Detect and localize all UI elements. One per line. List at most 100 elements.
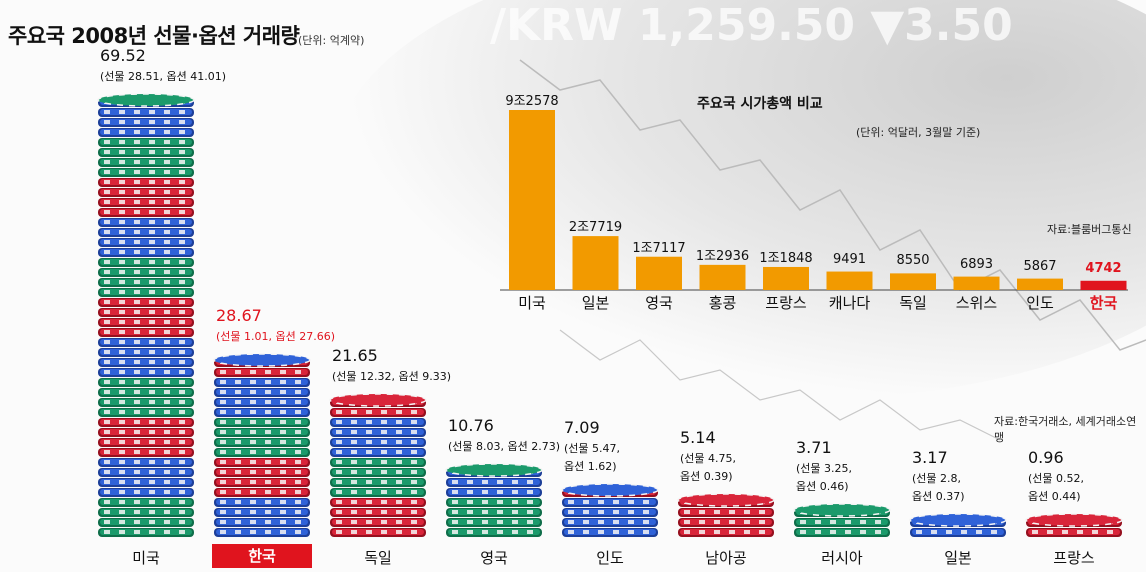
chip-stripe xyxy=(164,210,170,214)
chip-stripe xyxy=(916,530,922,534)
chip-stripe xyxy=(104,290,110,294)
market-cap-category: 인도 xyxy=(1026,294,1054,312)
chip-stripe xyxy=(134,160,140,164)
chip-stripe xyxy=(265,400,271,404)
chip-stripe xyxy=(149,510,155,514)
chip-stripe xyxy=(149,520,155,524)
chip-stripe xyxy=(265,380,271,384)
breakdown-label: (선물 4.75, xyxy=(680,452,737,465)
chip-stripe xyxy=(351,410,357,414)
chip-stripe xyxy=(119,360,125,364)
chip-stripe xyxy=(104,110,110,114)
chip-stack xyxy=(445,463,543,537)
chip-stripe xyxy=(104,180,110,184)
chip-stripe xyxy=(295,410,301,414)
chip-stripe xyxy=(396,410,402,414)
chip-stripe xyxy=(179,220,185,224)
chip-stripe xyxy=(104,490,110,494)
chip-stripe xyxy=(336,490,342,494)
chip-stripe xyxy=(119,420,125,424)
chip-stripe xyxy=(512,480,518,484)
chip-stripe xyxy=(336,460,342,464)
chip-stripe xyxy=(411,440,417,444)
chip-stripe xyxy=(104,360,110,364)
chip-stripe xyxy=(119,150,125,154)
chip-stripe xyxy=(164,390,170,394)
chip-stripe xyxy=(527,510,533,514)
chip-stripe xyxy=(149,530,155,534)
chip-stripe xyxy=(220,400,226,404)
market-cap-source: 자료:블룸버그통신 xyxy=(1047,223,1132,236)
chip-stripe xyxy=(411,490,417,494)
chip-stripe xyxy=(280,430,286,434)
chip-stripe xyxy=(396,530,402,534)
chip-stripe xyxy=(164,520,170,524)
chip-stripe xyxy=(1107,530,1113,534)
chip-stripe xyxy=(366,460,372,464)
chip-stripe xyxy=(134,370,140,374)
breakdown-label: (선물 3.25, xyxy=(796,462,853,475)
chip-stripe xyxy=(104,340,110,344)
chip-stripe xyxy=(104,450,110,454)
chip-stripe xyxy=(179,260,185,264)
market-cap-value: 4742 xyxy=(1085,260,1122,276)
chip-stripe xyxy=(583,500,589,504)
chip-stripe xyxy=(149,360,155,364)
chip-stripe xyxy=(613,500,619,504)
chip-stripe xyxy=(104,520,110,524)
chip-stripe xyxy=(265,480,271,484)
chip-stripe xyxy=(119,410,125,414)
chip-stripe xyxy=(613,530,619,534)
chip-stripe xyxy=(250,490,256,494)
chip-stripe xyxy=(497,500,503,504)
chip-stripe xyxy=(351,480,357,484)
chip-stripe xyxy=(235,520,241,524)
chip-stripe xyxy=(336,410,342,414)
chip-stripe xyxy=(119,200,125,204)
chip-stripe xyxy=(164,310,170,314)
chip-stripe xyxy=(119,290,125,294)
chip-stack xyxy=(97,93,195,537)
chip-stripe xyxy=(250,420,256,424)
chip-stripe xyxy=(104,480,110,484)
chip-stack xyxy=(213,353,311,537)
chip-stripe xyxy=(467,510,473,514)
chip-stripe xyxy=(179,370,185,374)
chip-stripe xyxy=(164,490,170,494)
chip-stripe xyxy=(179,160,185,164)
chip-stripe xyxy=(336,420,342,424)
chip-stripe xyxy=(931,530,937,534)
value-label: 69.52 xyxy=(100,46,146,65)
chip-stripe xyxy=(613,520,619,524)
market-cap-bar xyxy=(1080,280,1127,290)
chip-stripe xyxy=(119,500,125,504)
chip-stripe xyxy=(381,500,387,504)
chip-stripe xyxy=(220,450,226,454)
chip-stripe xyxy=(265,390,271,394)
chip-stripe xyxy=(149,130,155,134)
chip-stripe xyxy=(164,140,170,144)
chip-stripe xyxy=(250,380,256,384)
chip-stripe xyxy=(265,370,271,374)
chip-stripe xyxy=(149,120,155,124)
chip-stripe xyxy=(411,410,417,414)
chip-stripe xyxy=(729,510,735,514)
chip-stripe xyxy=(759,530,765,534)
chip-stripe xyxy=(568,510,574,514)
chip-stripe xyxy=(250,400,256,404)
chip-stripe xyxy=(265,440,271,444)
chip-stripe xyxy=(336,440,342,444)
chip-stripe xyxy=(684,520,690,524)
chip-stripe xyxy=(149,230,155,234)
chip-stripe xyxy=(497,480,503,484)
chip-stripe xyxy=(265,500,271,504)
chip-stripe xyxy=(815,530,821,534)
chip-stripe xyxy=(134,430,140,434)
chip-stripe xyxy=(235,420,241,424)
chip-stripe xyxy=(381,430,387,434)
chip-stripe xyxy=(295,430,301,434)
chip-stripe xyxy=(598,530,604,534)
breakdown-label: 옵션 0.46) xyxy=(796,480,849,493)
chip-stripe xyxy=(134,270,140,274)
chip-stripe xyxy=(164,170,170,174)
